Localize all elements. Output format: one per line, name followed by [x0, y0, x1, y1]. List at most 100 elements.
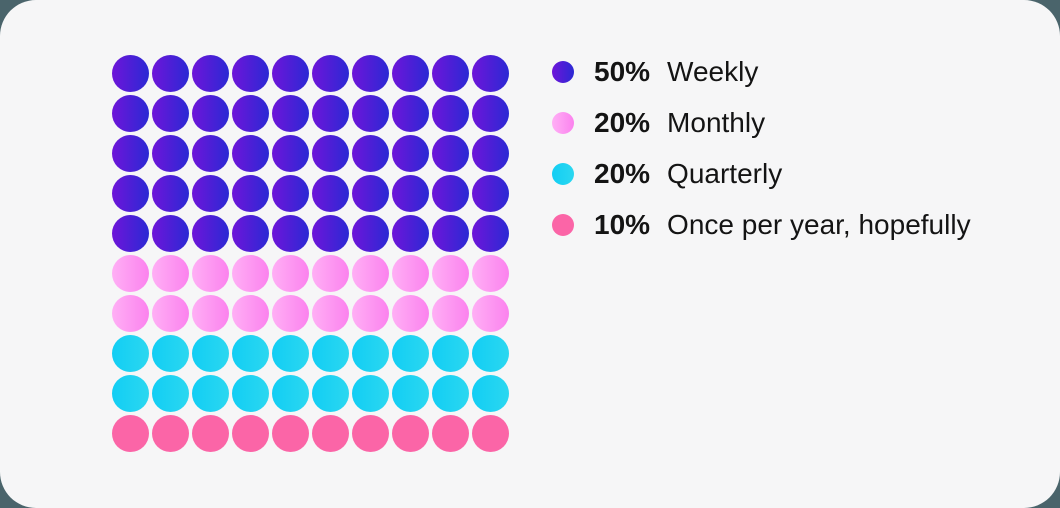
waffle-dot-weekly [471, 214, 509, 252]
waffle-dot-once-per-year-hopefully [391, 414, 429, 452]
legend-percent-monthly: 20% [594, 107, 651, 138]
waffle-dot-once-per-year-hopefully [351, 414, 389, 452]
waffle-dot-monthly [231, 254, 269, 292]
waffle-dot-quarterly [151, 374, 189, 412]
waffle-dot-weekly [231, 134, 269, 172]
waffle-dot-monthly [431, 254, 469, 292]
waffle-dot-once-per-year-hopefully [311, 414, 349, 452]
waffle-chart [110, 53, 510, 453]
legend-percent-once-per-year: 10% [594, 209, 651, 240]
waffle-dot-monthly [191, 254, 229, 292]
waffle-dot-weekly [311, 94, 349, 132]
waffle-dot-monthly [151, 294, 189, 332]
waffle-dot-weekly [111, 94, 149, 132]
waffle-dot-weekly [351, 54, 389, 92]
waffle-dot-weekly [391, 214, 429, 252]
waffle-dot-monthly [271, 294, 309, 332]
waffle-dot-weekly [151, 174, 189, 212]
waffle-dot-once-per-year-hopefully [471, 414, 509, 452]
legend-item-weekly: 50% Weekly [552, 56, 971, 87]
waffle-dot-weekly [111, 214, 149, 252]
waffle-dot-quarterly [311, 334, 349, 372]
waffle-dot-weekly [111, 54, 149, 92]
waffle-dot-weekly [151, 94, 189, 132]
waffle-dot-once-per-year-hopefully [191, 414, 229, 452]
waffle-dot-weekly [391, 54, 429, 92]
waffle-dot-once-per-year-hopefully [431, 414, 469, 452]
waffle-dot-quarterly [391, 374, 429, 412]
waffle-dot-weekly [351, 214, 389, 252]
waffle-dot-weekly [111, 134, 149, 172]
legend-swatch-weekly-icon [552, 61, 574, 83]
waffle-dot-weekly [191, 94, 229, 132]
legend-label-quarterly: Quarterly [667, 158, 783, 189]
waffle-dot-monthly [111, 294, 149, 332]
legend-label-once-per-year: Once per year, hopefully [667, 209, 971, 240]
waffle-dot-weekly [311, 174, 349, 212]
legend-label-weekly: Weekly [667, 56, 759, 87]
waffle-dot-weekly [191, 54, 229, 92]
waffle-dot-weekly [191, 174, 229, 212]
waffle-dot-quarterly [111, 334, 149, 372]
waffle-dot-quarterly [391, 334, 429, 372]
waffle-dot-weekly [231, 94, 269, 132]
waffle-dot-once-per-year-hopefully [111, 414, 149, 452]
waffle-dot-weekly [271, 54, 309, 92]
waffle-dot-weekly [431, 54, 469, 92]
waffle-dot-monthly [431, 294, 469, 332]
waffle-dot-weekly [431, 214, 469, 252]
waffle-dot-monthly [111, 254, 149, 292]
waffle-dot-weekly [191, 214, 229, 252]
waffle-dot-weekly [231, 54, 269, 92]
waffle-dot-weekly [391, 174, 429, 212]
waffle-dot-quarterly [191, 374, 229, 412]
waffle-dot-quarterly [311, 374, 349, 412]
waffle-dot-weekly [271, 134, 309, 172]
waffle-dot-monthly [351, 254, 389, 292]
chart-legend: 50% Weekly 20% Monthly 20% Quarterly 10%… [552, 56, 971, 262]
waffle-dot-monthly [391, 294, 429, 332]
waffle-dot-weekly [151, 134, 189, 172]
waffle-dot-quarterly [191, 334, 229, 372]
waffle-dot-quarterly [271, 334, 309, 372]
legend-percent-weekly: 50% [594, 56, 651, 87]
waffle-dot-weekly [391, 94, 429, 132]
waffle-dot-weekly [271, 214, 309, 252]
waffle-dot-once-per-year-hopefully [151, 414, 189, 452]
waffle-dot-weekly [231, 174, 269, 212]
waffle-dot-weekly [151, 214, 189, 252]
waffle-dot-weekly [271, 94, 309, 132]
waffle-dot-weekly [431, 134, 469, 172]
waffle-dot-monthly [311, 294, 349, 332]
waffle-dot-weekly [191, 134, 229, 172]
waffle-dot-weekly [471, 134, 509, 172]
waffle-dot-monthly [271, 254, 309, 292]
legend-item-once-per-year: 10% Once per year, hopefully [552, 209, 971, 240]
waffle-dot-weekly [431, 174, 469, 212]
waffle-dot-quarterly [471, 334, 509, 372]
waffle-dot-quarterly [431, 334, 469, 372]
waffle-dot-quarterly [431, 374, 469, 412]
waffle-dot-weekly [471, 94, 509, 132]
waffle-dot-weekly [431, 94, 469, 132]
waffle-dot-once-per-year-hopefully [231, 414, 269, 452]
waffle-dot-weekly [311, 54, 349, 92]
waffle-dot-monthly [351, 294, 389, 332]
waffle-dot-weekly [311, 134, 349, 172]
legend-percent-quarterly: 20% [594, 158, 651, 189]
legend-swatch-once-per-year-icon [552, 214, 574, 236]
waffle-dot-quarterly [111, 374, 149, 412]
legend-swatch-quarterly-icon [552, 163, 574, 185]
waffle-dot-monthly [471, 294, 509, 332]
waffle-dot-quarterly [351, 334, 389, 372]
waffle-dot-monthly [391, 254, 429, 292]
waffle-dot-weekly [271, 174, 309, 212]
legend-item-monthly: 20% Monthly [552, 107, 971, 138]
legend-label-monthly: Monthly [667, 107, 766, 138]
waffle-dot-monthly [191, 294, 229, 332]
waffle-dot-quarterly [471, 374, 509, 412]
legend-item-quarterly: 20% Quarterly [552, 158, 971, 189]
waffle-dot-weekly [151, 54, 189, 92]
waffle-dot-monthly [151, 254, 189, 292]
waffle-dot-quarterly [351, 374, 389, 412]
